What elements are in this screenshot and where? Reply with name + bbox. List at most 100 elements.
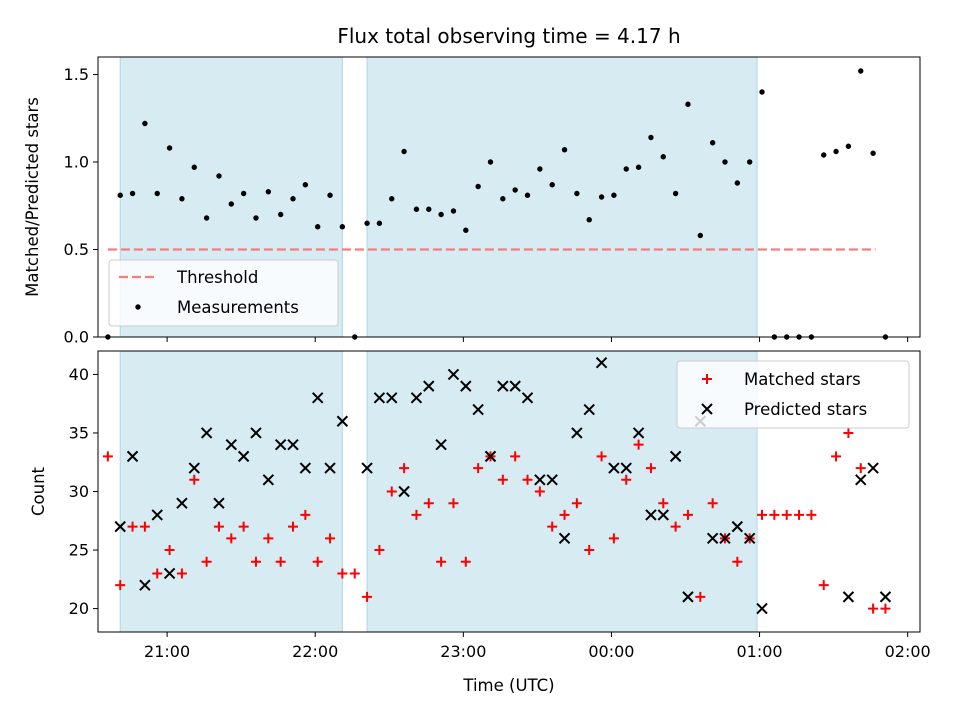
data-point — [769, 509, 780, 520]
y-tick-label: 1.5 — [64, 65, 89, 84]
data-point — [349, 568, 360, 579]
observing-interval-1 — [119, 350, 343, 633]
data-point — [621, 474, 632, 485]
x-tick-label: 01:00 — [736, 642, 782, 661]
data-point — [623, 166, 629, 172]
legend-measurements-swatch — [135, 304, 141, 310]
data-point — [411, 509, 422, 520]
data-point — [620, 462, 632, 474]
data-point — [115, 580, 126, 591]
data-point — [559, 509, 570, 520]
y-tick-label: 30 — [69, 482, 89, 501]
data-point — [524, 192, 531, 198]
data-point — [746, 159, 753, 165]
data-point — [152, 568, 163, 579]
data-point — [203, 215, 210, 221]
data-point — [201, 556, 212, 567]
legend-matched-stars-label: Matched stars — [744, 370, 861, 389]
x-axis-label: Time (UTC) — [462, 676, 554, 695]
data-point — [472, 403, 484, 416]
data-point — [213, 521, 224, 532]
data-point — [561, 147, 568, 153]
data-point — [672, 190, 679, 197]
data-point — [757, 509, 768, 520]
data-point — [843, 427, 854, 438]
data-point — [497, 474, 508, 485]
data-point — [598, 194, 605, 200]
data-point — [191, 164, 197, 170]
data-point — [460, 556, 471, 567]
data-point — [473, 463, 484, 474]
plot-frame — [97, 56, 921, 338]
data-point — [756, 602, 768, 615]
data-point — [460, 380, 472, 392]
data-point — [240, 190, 247, 197]
data-point — [574, 190, 580, 197]
data-point — [450, 208, 457, 214]
data-point — [386, 392, 398, 404]
x-tick-label: 22:00 — [292, 642, 338, 661]
data-point — [288, 521, 299, 532]
y-tick-label: 40 — [69, 365, 89, 384]
data-point — [386, 486, 397, 497]
data-point — [632, 427, 645, 439]
data-point — [166, 145, 173, 151]
data-point — [324, 462, 336, 474]
data-point — [463, 227, 469, 233]
data-point — [189, 474, 200, 485]
data-point — [142, 120, 148, 127]
data-point — [114, 520, 126, 533]
data-point — [855, 463, 866, 474]
x-tick-label: 02:00 — [885, 642, 931, 661]
data-point — [707, 498, 718, 509]
data-point — [781, 509, 792, 520]
data-point — [670, 521, 681, 532]
data-point — [868, 603, 879, 614]
legend-measurements-label: Measurements — [177, 298, 299, 317]
data-point — [648, 134, 654, 141]
data-point — [497, 380, 509, 392]
data-point — [164, 545, 175, 556]
data-point — [870, 150, 876, 156]
data-point — [426, 206, 432, 212]
data-point — [179, 196, 185, 202]
data-point — [139, 579, 151, 591]
data-point — [583, 403, 595, 416]
data-point — [325, 533, 336, 544]
legend-threshold-label: Threshold — [176, 268, 258, 287]
data-point — [660, 154, 666, 160]
data-point — [500, 196, 506, 202]
data-point — [277, 211, 284, 218]
data-point — [438, 211, 444, 218]
data-point — [596, 451, 607, 462]
data-point — [571, 498, 582, 509]
data-point — [314, 224, 321, 230]
legend-box — [676, 360, 910, 429]
data-point — [697, 232, 704, 239]
data-point — [263, 533, 274, 544]
data-point — [154, 190, 160, 197]
data-point — [537, 166, 543, 172]
data-point — [151, 509, 163, 521]
data-point — [867, 462, 879, 474]
data-point — [361, 462, 373, 474]
data-point — [376, 220, 383, 226]
data-point — [410, 392, 423, 404]
data-point — [558, 532, 571, 545]
data-point — [401, 148, 407, 155]
data-point — [435, 438, 447, 451]
data-point — [719, 532, 731, 545]
data-point — [845, 143, 852, 149]
data-point — [163, 567, 176, 580]
data-point — [858, 68, 864, 74]
data-point — [337, 568, 348, 579]
data-point — [423, 380, 435, 392]
data-point — [139, 521, 150, 532]
y-tick-label: 35 — [69, 423, 89, 442]
data-point — [373, 392, 386, 404]
data-point — [339, 224, 346, 230]
data-point — [436, 556, 447, 567]
data-point — [127, 521, 138, 532]
data-point — [487, 159, 494, 165]
data-point — [831, 451, 842, 462]
